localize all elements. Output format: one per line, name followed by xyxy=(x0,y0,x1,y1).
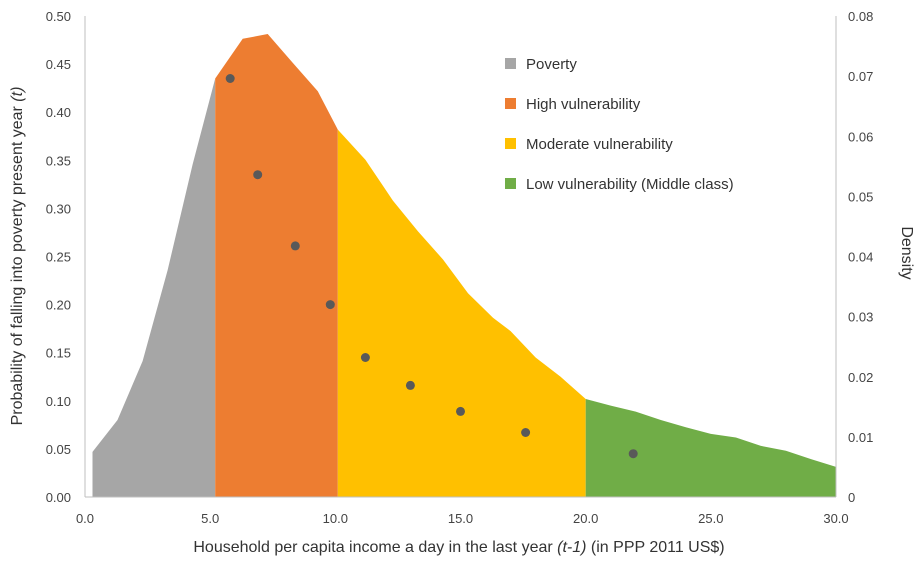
legend: Poverty High vulnerability Moderate vulner… xyxy=(505,56,734,193)
axes xyxy=(84,16,837,498)
left-y-tick-label: 0.40 xyxy=(46,105,71,120)
density-area-3 xyxy=(337,129,586,497)
left-y-tick-label: 0.00 xyxy=(46,490,71,505)
left-y-tick-label: 0.15 xyxy=(46,346,71,361)
legend-label: Poverty xyxy=(526,56,577,73)
x-axis-title-suffix: (in PPP 2011 US$) xyxy=(586,539,724,556)
probability-point xyxy=(325,300,335,310)
x-tick-label: 5.0 xyxy=(201,511,219,526)
tick-labels: 0.0 5.0 10.0 15.0 20.0 25.0 30.0 0.00 0.05 0.10 0.… xyxy=(46,9,874,526)
left-y-tick-label: 0.25 xyxy=(46,250,71,265)
probability-point xyxy=(628,449,638,459)
legend-swatch xyxy=(505,178,516,189)
right-y-tick-label: 0.02 xyxy=(848,370,873,385)
legend-label: Low vulnerability (Middle class) xyxy=(526,176,734,193)
left-y-tick-label: 0.20 xyxy=(46,298,71,313)
right-y-tick-label: 0.01 xyxy=(848,430,873,445)
x-tick-label: 10.0 xyxy=(323,511,348,526)
density-area-2 xyxy=(215,34,338,497)
right-y-tick-label: 0.07 xyxy=(848,69,873,84)
right-y-tick-label: 0.04 xyxy=(848,250,873,265)
probability-point xyxy=(521,428,531,437)
x-tick-label: 20.0 xyxy=(573,511,598,526)
right-y-axis-title: Density xyxy=(898,226,915,279)
left-y-tick-label: 0.10 xyxy=(46,394,71,409)
left-y-tick-label: 0.35 xyxy=(46,153,71,168)
probability-point xyxy=(225,74,235,83)
left-y-axis-title-prefix: Probability of falling into poverty pres… xyxy=(9,102,26,426)
probability-point xyxy=(290,241,300,251)
legend-label: Moderate vulnerability xyxy=(526,136,673,153)
density-area-1 xyxy=(92,78,216,497)
probability-point xyxy=(405,380,415,390)
x-tick-label: 30.0 xyxy=(823,511,848,526)
x-axis-title-italic: (t-1) xyxy=(557,539,586,556)
x-axis-title-prefix: Household per capita income a day in the… xyxy=(193,539,557,556)
probability-point xyxy=(456,406,465,416)
right-y-tick-label: 0.08 xyxy=(848,9,873,24)
left-y-axis-title: Probability of falling into poverty pres… xyxy=(9,87,26,426)
left-y-tick-label: 0.50 xyxy=(46,9,71,24)
probability-points xyxy=(225,74,638,459)
density-area-4 xyxy=(585,399,836,497)
left-y-axis-title-italic: (t) xyxy=(9,87,26,102)
legend-swatch xyxy=(505,138,516,149)
left-y-tick-label: 0.05 xyxy=(46,442,71,457)
density-areas xyxy=(92,34,836,497)
legend-swatch xyxy=(505,98,516,109)
x-tick-label: 25.0 xyxy=(698,511,723,526)
probability-point xyxy=(253,170,263,180)
probability-point xyxy=(360,353,370,362)
left-y-tick-label: 0.45 xyxy=(46,57,71,72)
x-tick-label: 0.0 xyxy=(76,511,94,526)
x-axis-title: Household per capita income a day in the… xyxy=(193,539,724,556)
left-y-tick-label: 0.30 xyxy=(46,201,71,216)
x-tick-label: 15.0 xyxy=(448,511,473,526)
legend-swatch xyxy=(505,58,516,69)
legend-label: High vulnerability xyxy=(526,96,641,113)
right-y-tick-label: 0.06 xyxy=(848,129,873,144)
right-y-tick-label: 0.05 xyxy=(848,189,873,204)
right-y-tick-label: 0.03 xyxy=(848,310,873,325)
right-y-tick-label: 0 xyxy=(848,490,855,505)
